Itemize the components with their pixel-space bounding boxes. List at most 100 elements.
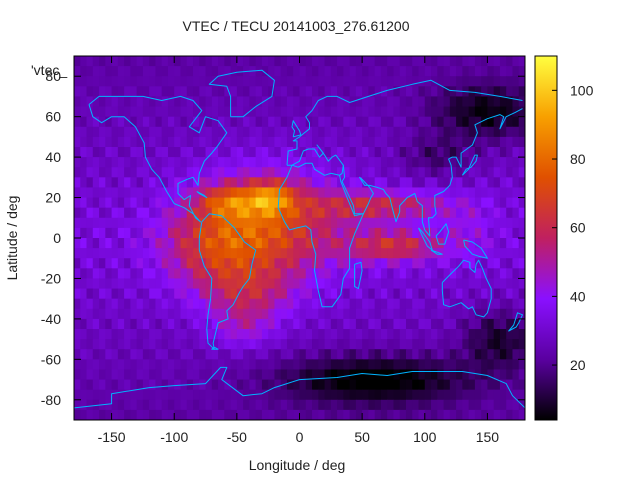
heat-cell (286, 106, 294, 118)
heat-cell (274, 399, 282, 411)
heat-cell (130, 238, 138, 249)
heat-cell (218, 248, 225, 259)
heat-cell (236, 308, 244, 320)
heat-cell (199, 96, 207, 108)
heat-cell (399, 116, 407, 128)
heat-cell (111, 177, 119, 189)
heat-cell (380, 329, 388, 340)
heat-cell (286, 207, 294, 219)
heat-cell (180, 126, 188, 138)
heat-cell (374, 56, 382, 67)
heat-cell (355, 298, 363, 310)
heat-cell (474, 76, 482, 87)
heat-cell (117, 389, 125, 401)
heat-cell (92, 288, 100, 300)
heat-cell (456, 308, 463, 320)
heat-cell (280, 136, 288, 148)
heat-cell (268, 308, 276, 320)
heat-cell (299, 66, 307, 77)
heat-cell (117, 66, 125, 77)
heat-cell (155, 86, 163, 98)
heat-cell (174, 409, 182, 420)
heat-cell (193, 157, 200, 168)
heat-cell (299, 238, 307, 249)
heat-cell (274, 379, 282, 391)
heat-cell (399, 399, 407, 411)
heat-cell (268, 56, 276, 67)
heat-cell (499, 217, 507, 229)
heat-cell (318, 157, 326, 168)
heat-cell (462, 339, 470, 350)
heat-cell (236, 227, 244, 239)
heat-cell (249, 227, 257, 239)
heat-cell (161, 329, 169, 340)
heat-cell (481, 288, 489, 300)
heat-cell (449, 288, 457, 300)
heat-cell (299, 359, 307, 371)
heat-cell (487, 389, 495, 401)
heat-cell (167, 258, 175, 269)
heat-cell (512, 329, 520, 340)
heat-cell (343, 288, 351, 300)
heat-cell (512, 379, 520, 391)
heat-cell (437, 106, 445, 118)
heat-cell (211, 207, 219, 219)
heat-cell (387, 56, 395, 67)
heat-cell (518, 217, 525, 229)
heat-cell (355, 106, 363, 118)
heat-cell (211, 66, 219, 77)
heat-cell (405, 126, 413, 138)
heat-cell (99, 76, 106, 87)
heat-cell (518, 136, 525, 148)
heat-cell (387, 359, 395, 371)
heat-cell (205, 157, 213, 168)
heat-cell (499, 56, 507, 67)
heat-cell (362, 349, 369, 360)
heat-cell (355, 369, 363, 381)
heat-cell (374, 329, 382, 340)
heat-cell (193, 268, 200, 280)
heat-cell (368, 379, 376, 391)
heat-cell (424, 96, 432, 108)
heat-cell (155, 318, 163, 330)
heat-cell (99, 86, 106, 98)
heat-cell (449, 96, 457, 108)
x-axis-ticks: -150 -100 -50 0 50 100 150 (98, 56, 499, 445)
heat-cell (518, 268, 525, 280)
heat-cell (286, 288, 294, 300)
coastline (463, 239, 488, 259)
heat-cell (337, 308, 344, 320)
heat-cell (130, 157, 138, 168)
heat-cell (80, 187, 88, 199)
heat-cell (462, 187, 470, 199)
heat-cell (487, 157, 495, 168)
heat-cell (161, 238, 169, 249)
heat-cell (105, 369, 113, 381)
heat-cell (80, 207, 88, 219)
heat-cell (299, 369, 307, 381)
heat-cell (468, 197, 476, 209)
heat-cell (468, 66, 476, 77)
heat-cell (74, 157, 81, 168)
heat-cell (399, 308, 407, 320)
heat-cell (512, 197, 520, 209)
heat-cell (355, 66, 363, 77)
heat-cell (218, 318, 225, 330)
heat-cell (186, 359, 194, 371)
heat-cell (111, 116, 119, 128)
heat-cell (236, 56, 244, 67)
heat-cell (180, 217, 188, 229)
heat-cell (380, 136, 388, 148)
heat-cell (362, 379, 369, 391)
heat-cell (468, 116, 476, 128)
heat-cell (236, 197, 244, 209)
heat-cell (318, 258, 326, 269)
heat-cell (149, 76, 157, 87)
heat-cell (305, 207, 313, 219)
heat-cell (387, 106, 395, 118)
heat-cell (468, 238, 476, 249)
heat-cell (330, 248, 338, 259)
heat-cell (443, 76, 451, 87)
heat-cell (405, 227, 413, 239)
heat-cell (305, 369, 313, 381)
